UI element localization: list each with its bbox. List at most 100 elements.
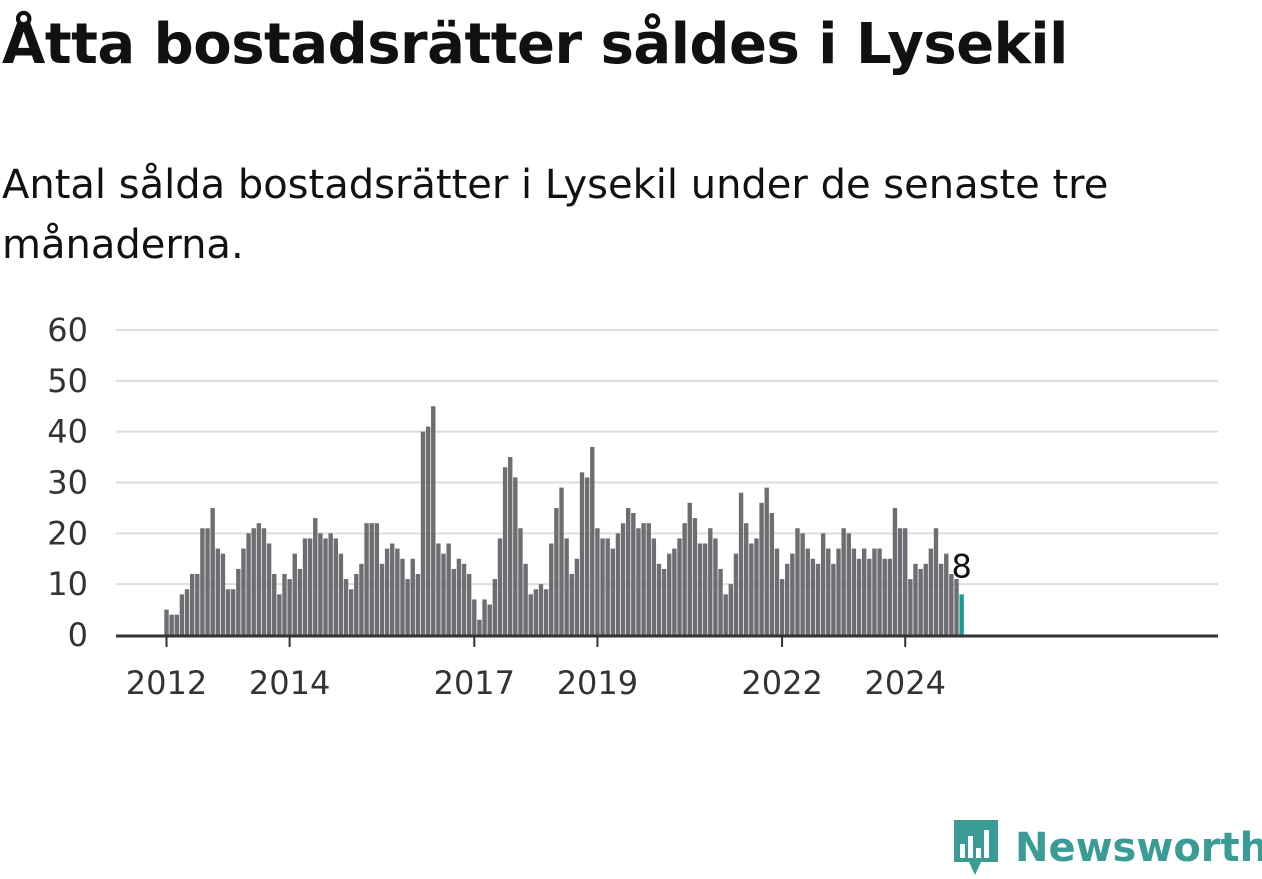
bar [302, 538, 308, 635]
bar [579, 472, 585, 635]
x-axis-ticks: 2012 2014 2017 2019 2022 2024 [126, 637, 946, 702]
bar [590, 446, 595, 635]
bar [682, 523, 687, 635]
x-tick-label: 2019 [557, 664, 638, 702]
bar [908, 579, 913, 635]
bar [477, 619, 482, 635]
bar [451, 568, 456, 635]
bar [287, 579, 292, 635]
bar [569, 574, 574, 635]
bars [116, 406, 1218, 638]
bar [543, 589, 549, 635]
bar [492, 579, 498, 635]
bar [605, 538, 610, 635]
bar [266, 543, 272, 635]
bar [754, 538, 759, 635]
bar [831, 563, 836, 635]
newsworthy-logo[interactable]: Newsworthy [951, 818, 1262, 878]
bar [277, 594, 282, 635]
bar [256, 523, 262, 635]
bar [230, 589, 236, 635]
bar [846, 533, 851, 635]
bar [774, 548, 780, 635]
bar [169, 614, 174, 635]
bar [405, 579, 410, 635]
bar [456, 558, 462, 635]
x-tick-label: 2024 [865, 664, 946, 702]
y-tick-label: 50 [47, 362, 88, 400]
y-tick-label: 30 [47, 464, 88, 502]
bar [313, 518, 318, 635]
bar [918, 568, 923, 635]
bar [482, 599, 487, 635]
bar [497, 538, 503, 635]
bar [928, 548, 934, 635]
bar [615, 533, 621, 635]
bar [364, 523, 369, 635]
bar [933, 528, 939, 635]
bar [646, 523, 651, 635]
bar [220, 553, 226, 635]
bar [702, 543, 708, 635]
bar [954, 579, 959, 635]
bar [877, 548, 882, 635]
bar [205, 528, 210, 635]
bar [282, 574, 287, 635]
bar [400, 558, 405, 635]
bar [600, 538, 605, 635]
bar [800, 533, 805, 635]
bar [779, 579, 785, 635]
bar [584, 477, 590, 635]
bar [354, 574, 359, 635]
bar [251, 528, 256, 635]
bar [810, 558, 816, 635]
bar [872, 548, 877, 635]
y-tick-label: 0 [68, 616, 88, 654]
bar [246, 533, 251, 635]
bar [713, 538, 718, 635]
bar [887, 558, 893, 635]
bar [195, 574, 200, 635]
bar [200, 528, 205, 635]
bar [820, 533, 826, 635]
bar [446, 543, 451, 635]
bar [333, 538, 338, 635]
bar [923, 563, 928, 635]
bar [179, 594, 185, 635]
bar [672, 548, 677, 635]
bar [559, 487, 564, 635]
bar [436, 543, 441, 635]
bar [241, 548, 246, 635]
bar [410, 558, 415, 635]
bar [841, 528, 846, 635]
bar [292, 553, 297, 635]
bar [518, 528, 523, 635]
bar [184, 589, 190, 635]
bar [903, 528, 908, 635]
bar [595, 528, 600, 635]
bar [210, 507, 215, 635]
bar [949, 574, 954, 635]
bar [861, 548, 867, 635]
bar [636, 528, 641, 635]
bar [959, 594, 964, 635]
bar [733, 553, 739, 635]
bar [441, 553, 446, 635]
bar [790, 553, 795, 635]
bar [718, 568, 723, 635]
last-value-label: 8 [951, 547, 971, 585]
bar [856, 558, 862, 635]
bar [743, 523, 749, 635]
chart-title: Åtta bostadsrätter såldes i Lysekil [2, 12, 1068, 77]
bar [913, 563, 918, 635]
bar [225, 589, 231, 635]
bar [620, 523, 626, 635]
bar [513, 477, 518, 635]
bar [523, 563, 528, 635]
grid-lines [116, 329, 1218, 586]
bar [826, 548, 831, 635]
bar [626, 507, 631, 635]
bar [307, 538, 313, 635]
bar [723, 594, 728, 635]
bar [549, 543, 554, 635]
